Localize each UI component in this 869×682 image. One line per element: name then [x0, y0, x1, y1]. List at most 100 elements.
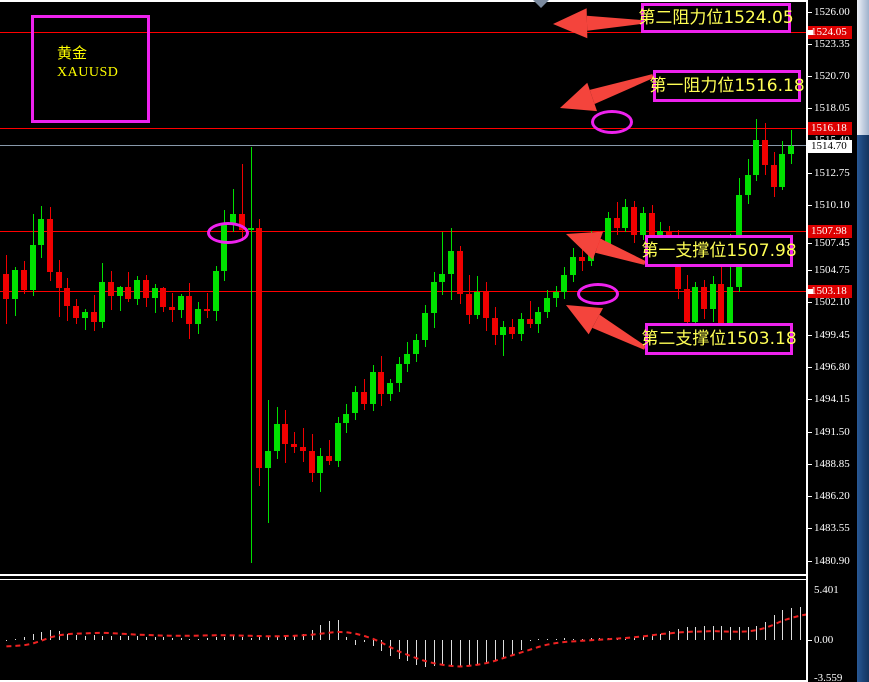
- scrollbar-thumb[interactable]: [857, 0, 869, 135]
- macd-histogram-bar: [172, 638, 173, 641]
- price-tick-mark: [808, 302, 812, 303]
- price-badge-1514-70[interactable]: 1514.70: [808, 140, 852, 153]
- annotation-label-res2[interactable]: 第二阻力位1524.05: [638, 3, 794, 33]
- price-badge-1507-98[interactable]: 1507.98: [808, 225, 852, 238]
- macd-histogram-bar: [137, 636, 138, 641]
- macd-tick-label: 5.401: [814, 584, 839, 596]
- candle-bullish: [692, 286, 698, 322]
- candle-bullish: [221, 224, 227, 272]
- macd-histogram-bar: [538, 639, 539, 641]
- candle-bearish: [527, 319, 533, 325]
- macd-indicator-plot[interactable]: [0, 580, 806, 680]
- macd-histogram-bar: [198, 638, 199, 641]
- panel-separator-top: [0, 574, 806, 576]
- price-level-line-1516-18[interactable]: [0, 128, 806, 129]
- price-candlestick-plot[interactable]: [0, 2, 806, 574]
- candle-bearish: [762, 139, 768, 165]
- candle-bearish: [631, 207, 637, 235]
- macd-tick-label: -3.559: [814, 672, 843, 682]
- price-tick-mark: [808, 432, 812, 433]
- macd-histogram-bar: [547, 638, 548, 641]
- price-badge-handle[interactable]: [808, 30, 813, 35]
- candle-bullish: [99, 281, 105, 322]
- price-level-line-1514-7[interactable]: [0, 145, 806, 146]
- macd-histogram-bar: [652, 635, 653, 641]
- candle-bullish: [265, 450, 271, 468]
- macd-histogram-bar: [6, 639, 7, 641]
- price-level-line-1524-05[interactable]: [0, 32, 806, 33]
- scrollbar-track[interactable]: [857, 135, 869, 682]
- macd-histogram-bar: [33, 634, 34, 641]
- candle-wick: [329, 440, 330, 466]
- highlight-ellipse-top[interactable]: [591, 110, 633, 134]
- candle-bearish: [143, 279, 149, 298]
- price-tick-mark: [808, 464, 812, 465]
- price-tick-label: 1520.70: [814, 70, 850, 82]
- macd-histogram-bar: [76, 635, 77, 641]
- candle-bearish: [309, 450, 315, 473]
- candle-bearish: [300, 447, 306, 451]
- annotation-label-sup1[interactable]: 第一支撑位1507.98: [641, 235, 797, 267]
- candle-bullish: [544, 297, 550, 313]
- macd-histogram-bar: [224, 636, 225, 641]
- macd-histogram-bar: [451, 640, 452, 666]
- price-badge-handle[interactable]: [808, 289, 813, 294]
- price-tick-label: 1523.35: [814, 38, 850, 50]
- macd-histogram-bar: [277, 636, 278, 641]
- macd-histogram-bar: [67, 633, 68, 641]
- macd-histogram-bar: [643, 637, 644, 641]
- candle-bullish: [12, 269, 18, 299]
- candle-wick: [251, 146, 252, 564]
- price-level-line-1507-98[interactable]: [0, 231, 806, 232]
- symbol-code-label: XAUUSD: [57, 65, 119, 80]
- macd-histogram-bar: [233, 636, 234, 641]
- candle-bearish: [509, 326, 515, 334]
- macd-histogram-bar: [425, 640, 426, 668]
- macd-histogram-bar: [24, 637, 25, 641]
- macd-histogram-bar: [573, 638, 574, 641]
- macd-signal-line: [6, 613, 806, 668]
- candle-bullish: [343, 413, 349, 424]
- macd-histogram-bar: [669, 631, 670, 641]
- macd-histogram-bar: [251, 638, 252, 641]
- highlight-ellipse-mid[interactable]: [207, 222, 249, 244]
- macd-histogram-bar: [50, 630, 51, 641]
- price-tick-mark: [808, 561, 812, 562]
- candle-bullish: [439, 273, 445, 282]
- macd-histogram-bar: [111, 636, 112, 641]
- macd-histogram-bar: [303, 634, 304, 641]
- candle-bearish: [64, 288, 70, 307]
- price-level-line-1503-18[interactable]: [0, 291, 806, 292]
- candle-bullish: [230, 214, 236, 225]
- macd-histogram-bar: [530, 639, 531, 641]
- candle-bullish: [317, 455, 323, 473]
- price-tick-label: 1496.80: [814, 361, 850, 373]
- price-tick-label: 1480.90: [814, 555, 850, 567]
- candle-bullish: [561, 274, 567, 292]
- macd-histogram-bar: [660, 633, 661, 641]
- macd-histogram-bar: [625, 638, 626, 641]
- macd-histogram-bar: [564, 638, 565, 641]
- macd-histogram-bar: [85, 635, 86, 641]
- candle-wick: [233, 189, 234, 233]
- macd-histogram-bar: [495, 640, 496, 662]
- annotation-label-sup2[interactable]: 第二支撑位1503.18: [641, 323, 797, 355]
- chart-bottom-border: [0, 680, 806, 682]
- candle-bearish: [282, 424, 288, 444]
- price-badge-1524-05[interactable]: 1524.05: [808, 26, 852, 39]
- macd-histogram-bar: [582, 638, 583, 641]
- annotation-label-res1[interactable]: 第一阻力位1516.18: [649, 70, 805, 102]
- candle-bearish: [21, 269, 27, 291]
- macd-histogram-bar: [189, 638, 190, 641]
- price-tick-mark: [808, 173, 812, 174]
- price-tick-mark: [808, 270, 812, 271]
- price-axis[interactable]: 1526.001523.351520.701518.051515.401512.…: [808, 0, 855, 682]
- price-tick-label: 1499.45: [814, 329, 850, 341]
- price-badge-1516-18[interactable]: 1516.18: [808, 122, 852, 135]
- price-badge-1503-18[interactable]: 1503.18: [808, 285, 852, 298]
- macd-histogram-bar: [94, 635, 95, 641]
- highlight-ellipse-low[interactable]: [577, 283, 619, 305]
- candle-bullish: [387, 383, 393, 395]
- vertical-scrollbar[interactable]: [857, 0, 869, 682]
